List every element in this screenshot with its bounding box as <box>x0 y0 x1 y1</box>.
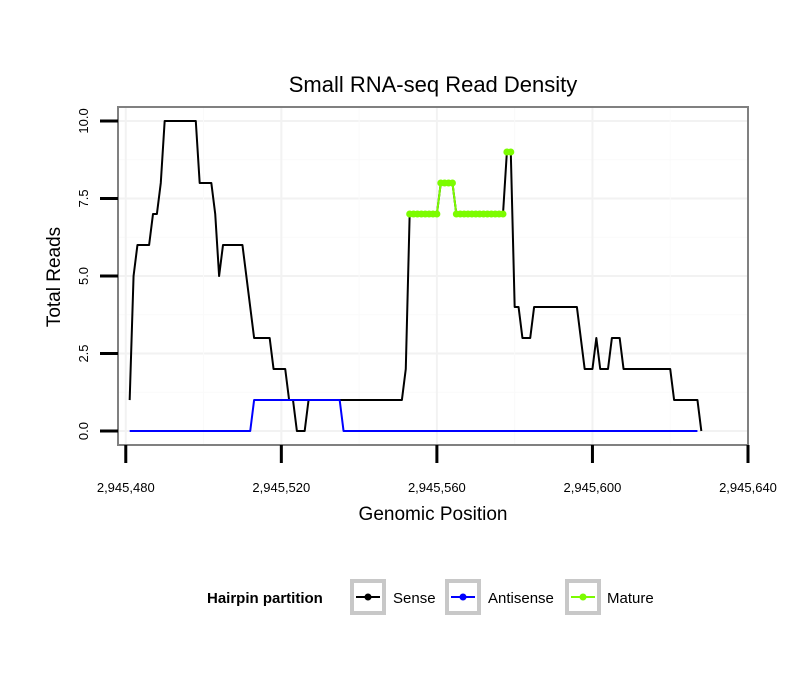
legend-key-antisense <box>459 593 467 601</box>
series-line-antisense <box>129 399 698 433</box>
y-tick-label: 10.0 <box>76 108 91 133</box>
x-axis: 2,945,480 2,945,520 2,945,560 2,945,600 2,94… <box>97 445 777 495</box>
series-layer <box>128 119 703 433</box>
legend: Hairpin partition Sense Antisense Mature <box>207 579 654 615</box>
legend-label-sense: Sense <box>393 590 436 607</box>
data-point-mature <box>507 148 515 156</box>
legend-item-mature: Mature <box>565 579 654 615</box>
x-tick-label: 2,945,600 <box>564 480 622 495</box>
x-tick-label: 2,945,520 <box>252 480 310 495</box>
y-axis: 0.0 2.5 5.0 7.5 10.0 <box>76 108 118 440</box>
legend-key-sense <box>364 593 372 601</box>
legend-title: Hairpin partition <box>207 590 323 607</box>
legend-item-sense: Sense <box>350 579 436 615</box>
chart-title: Small RNA-seq Read Density <box>289 72 578 97</box>
legend-label-antisense: Antisense <box>488 590 554 607</box>
y-tick-label: 0.0 <box>76 422 91 440</box>
y-tick-label: 5.0 <box>76 267 91 285</box>
x-tick-label: 2,945,480 <box>97 480 155 495</box>
data-point-mature <box>448 179 456 187</box>
y-tick-label: 7.5 <box>76 189 91 207</box>
x-axis-label: Genomic Position <box>359 504 508 525</box>
data-point-mature <box>499 210 507 218</box>
data-point-mature <box>433 210 441 218</box>
y-tick-label: 2.5 <box>76 344 91 362</box>
x-tick-label: 2,945,640 <box>719 480 777 495</box>
legend-item-antisense: Antisense <box>445 579 554 615</box>
legend-key-mature <box>579 593 587 601</box>
x-tick-label: 2,945,560 <box>408 480 466 495</box>
y-axis-label: Total Reads <box>44 227 65 327</box>
legend-label-mature: Mature <box>607 590 654 607</box>
